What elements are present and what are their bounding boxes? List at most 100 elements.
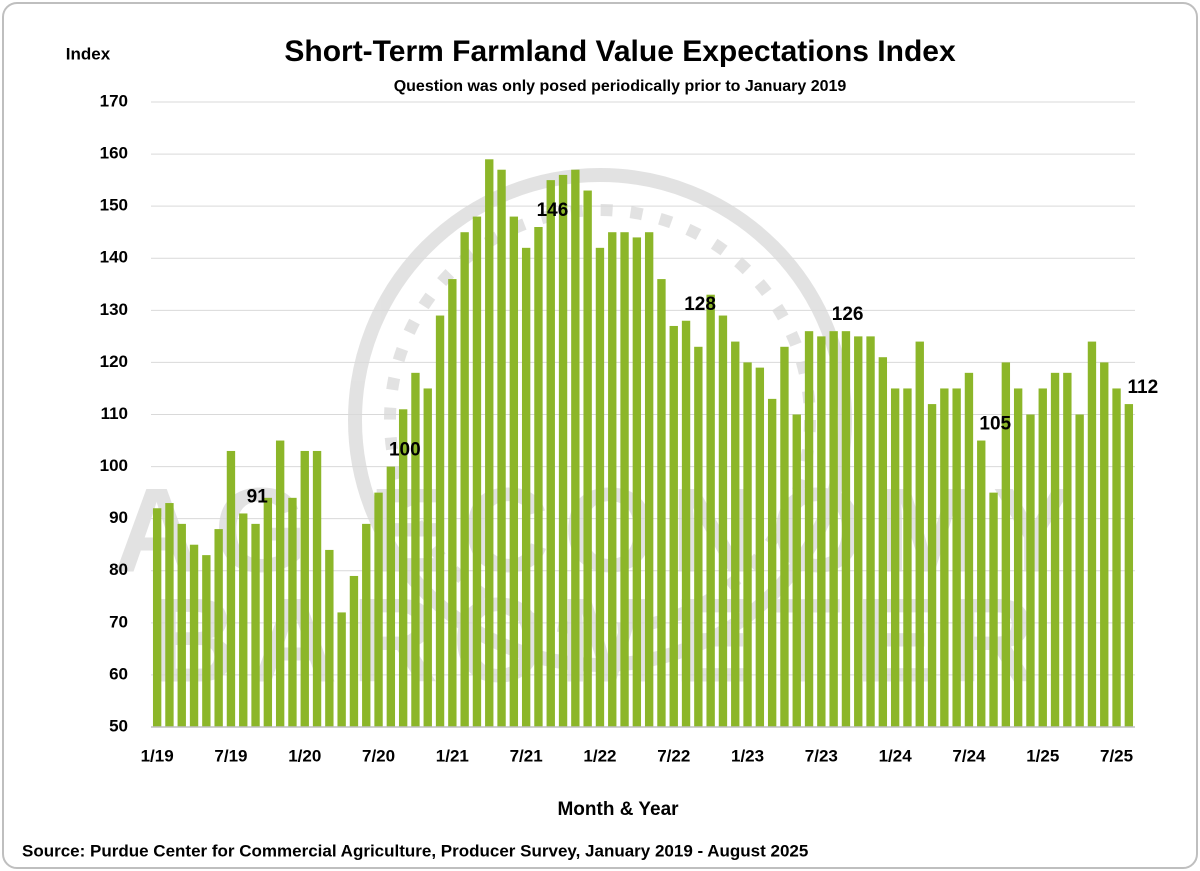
y-tick-label: 100 [100, 456, 128, 475]
bar [202, 555, 211, 727]
bar [878, 357, 888, 727]
data-label: 105 [979, 414, 1011, 435]
bar [706, 294, 715, 727]
chart-subtitle: Question was only posed periodically pri… [394, 78, 847, 95]
bar [681, 320, 691, 727]
bar [177, 523, 186, 727]
bar [829, 331, 838, 727]
bar [890, 388, 900, 727]
bar [325, 549, 334, 727]
y-tick-label: 70 [109, 612, 128, 631]
bar [903, 388, 912, 727]
bar [1112, 388, 1121, 727]
x-tick-label: 7/20 [362, 746, 395, 765]
bar [952, 388, 961, 727]
bar [534, 227, 543, 727]
bar [448, 279, 457, 727]
bar [386, 466, 396, 727]
bar [288, 497, 297, 727]
bar [1013, 388, 1023, 727]
y-tick-label: 160 [100, 144, 128, 163]
x-tick-label: 1/23 [731, 746, 764, 765]
y-tick-label: 120 [100, 352, 128, 371]
bar [300, 450, 309, 727]
bar [485, 159, 494, 727]
bar [558, 174, 568, 727]
x-tick-label: 7/23 [805, 746, 838, 765]
bar [718, 315, 728, 727]
y-tick-label: 170 [100, 91, 128, 110]
bar [767, 398, 777, 727]
bar [1100, 362, 1109, 727]
bar [583, 190, 592, 727]
bar [497, 169, 506, 728]
bar [1075, 414, 1084, 727]
bar [644, 232, 654, 728]
bar [460, 232, 469, 728]
x-tick-label: 7/24 [952, 746, 986, 765]
bar [1038, 388, 1047, 727]
bar [571, 169, 580, 728]
bar [792, 414, 801, 727]
bar [312, 450, 322, 727]
bar [780, 346, 789, 727]
bar [755, 367, 765, 727]
x-tick-label: 1/22 [583, 746, 616, 765]
bar [804, 331, 814, 727]
data-label: 128 [684, 294, 716, 315]
bar [620, 232, 629, 728]
watermark-text: AG ECONOMY [113, 464, 1086, 598]
bar [1050, 372, 1060, 727]
bar [165, 503, 174, 727]
data-label: 146 [537, 200, 569, 221]
x-tick-label: 1/21 [436, 746, 469, 765]
bar [239, 513, 248, 727]
bar [226, 450, 236, 727]
x-tick-label: 7/19 [214, 746, 247, 765]
bar [694, 346, 703, 727]
bar [263, 497, 273, 727]
plot-area [151, 101, 1135, 728]
x-tick-label: 1/25 [1026, 746, 1059, 765]
bar [608, 232, 617, 728]
bar [349, 575, 359, 727]
bar [362, 523, 371, 727]
data-label: 91 [247, 486, 269, 507]
bar [546, 180, 555, 727]
bar [337, 612, 346, 727]
bar [374, 492, 383, 727]
bar [731, 341, 740, 727]
bar [411, 372, 420, 727]
bar [423, 388, 432, 727]
bar [669, 325, 678, 727]
bar [989, 492, 998, 727]
data-label: 126 [832, 304, 864, 325]
bar [1087, 341, 1097, 727]
y-tick-label: 110 [101, 404, 128, 423]
bar [841, 331, 851, 727]
bar [1026, 414, 1035, 727]
bar [472, 216, 482, 728]
y-tick-label: 60 [109, 664, 128, 683]
bar [398, 409, 408, 727]
y-tick-label: 50 [109, 716, 128, 735]
data-label: 100 [389, 440, 421, 461]
bar [1124, 404, 1134, 727]
bar [251, 523, 260, 727]
bar [964, 372, 974, 727]
bar [521, 247, 531, 728]
data-label: 112 [1128, 377, 1159, 398]
y-tick-label: 150 [100, 196, 128, 215]
bar [657, 279, 666, 727]
y-axis-label: Index [66, 44, 111, 63]
y-tick-label: 140 [100, 248, 128, 267]
watermark-text: BAROMETER [150, 574, 1049, 708]
bar [152, 508, 162, 727]
bar [1063, 372, 1072, 727]
bar [275, 440, 285, 727]
y-tick-label: 90 [109, 508, 128, 527]
y-tick-label: 80 [109, 560, 128, 579]
bar [743, 362, 752, 727]
x-tick-label: 7/25 [1100, 746, 1133, 765]
